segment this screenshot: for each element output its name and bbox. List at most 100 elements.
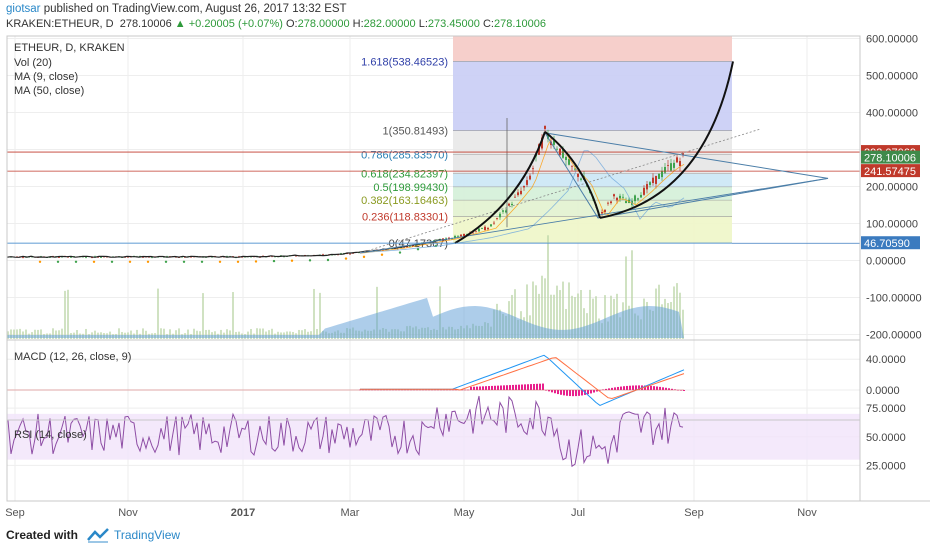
macd-hist-bar [482, 386, 484, 390]
volume-bar [535, 285, 537, 339]
volume-bar [34, 329, 36, 339]
volume-bar [583, 308, 585, 339]
chart-canvas[interactable]: 1.618(538.46523) 1(350.81493) 0.786(285.83… [0, 0, 932, 522]
macd-hist-bar [518, 384, 520, 390]
low-label: L: [418, 18, 428, 30]
macd-hist-bar [488, 386, 490, 390]
volume-bar [679, 292, 681, 339]
macd-hist-bar [611, 387, 613, 390]
macd-hist-bar [560, 390, 562, 395]
macd-hist-bar [542, 383, 544, 390]
signal-dot [38, 260, 42, 263]
macd-hist-bar [557, 390, 559, 395]
price-marker-box [861, 164, 920, 178]
candle-body [541, 137, 543, 149]
volume-bar [319, 292, 321, 339]
macd-hist-bar [506, 385, 508, 390]
candle-body [652, 177, 654, 183]
volume-bar [592, 298, 594, 339]
volume-bar [604, 295, 606, 339]
volume-bar [304, 329, 306, 339]
y-tick-label: 0.00000 [866, 256, 906, 268]
candle-body [502, 210, 504, 212]
candle-body [382, 249, 384, 251]
macd-hist-bar [581, 390, 583, 396]
volume-bar [259, 328, 261, 339]
candle-body [499, 213, 501, 218]
volume-bar [313, 288, 315, 339]
candle-body [568, 159, 570, 165]
candle-body [100, 257, 102, 258]
candle-body [91, 257, 93, 259]
macd-hist-bar [608, 388, 610, 390]
candle-body [457, 235, 459, 237]
volume-bar [160, 328, 162, 339]
signal-dot [92, 260, 96, 263]
candle-body [472, 232, 474, 234]
candle-body [454, 235, 456, 238]
legend-ma9: MA (9, close) [14, 71, 78, 83]
candle-body [634, 195, 636, 202]
signal-dot [362, 255, 366, 259]
y-tick-label: 200.00000 [866, 182, 918, 194]
author-name[interactable]: giotsar [6, 3, 41, 15]
candle-body [70, 256, 72, 258]
volume-bar [562, 281, 564, 339]
candle-body [529, 175, 531, 180]
candle-body [637, 198, 639, 200]
legend-vol: Vol (20) [14, 57, 52, 69]
candle-body [547, 133, 549, 139]
macd-hist-bar [539, 383, 541, 390]
macd-hist-bar [563, 390, 565, 396]
candle-body [670, 163, 672, 171]
y-tick-label: 500.00000 [866, 71, 918, 83]
candle-body [664, 167, 666, 173]
candle-body [241, 256, 243, 258]
volume-bar [202, 293, 204, 339]
volume-bar [37, 329, 39, 339]
candle-body [490, 224, 492, 227]
y-tick-label: 100.00000 [866, 219, 918, 231]
macd-hist-bar [491, 385, 493, 390]
chart-text: ETHEUR, D, KRAKEN Vol (20) MA (9, close)… [14, 42, 131, 441]
tradingview-brand[interactable]: TradingView [114, 528, 181, 542]
candle-body [517, 192, 519, 196]
volume-bar [568, 282, 570, 339]
candle-body [484, 226, 486, 231]
macd-hist-bar [494, 385, 496, 390]
macd-hist-bar [533, 383, 535, 390]
candle-body [643, 187, 645, 195]
x-tick-label: May [454, 507, 475, 519]
macd-y-tick-label: 40.0000 [866, 354, 906, 366]
macd-hist-bar [626, 385, 628, 390]
price-marker-box [861, 236, 920, 250]
candle-body [346, 253, 348, 255]
volume-bars [7, 235, 684, 339]
volume-bar [55, 330, 57, 339]
volume-bar [229, 330, 231, 339]
macd-hist-bar [644, 385, 646, 390]
fib-label: 0.382(163.16463) [361, 195, 448, 207]
tradingview-logo-icon[interactable] [86, 527, 110, 543]
candle-body [250, 256, 252, 258]
candle-body [613, 194, 615, 197]
arc-middle [544, 130, 601, 219]
macd-hist-bar [548, 390, 550, 392]
macd-hist-bar [503, 385, 505, 390]
volume-bar [169, 329, 171, 339]
volume-bar [136, 329, 138, 339]
macd-title: MACD (12, 26, close, 9) [14, 351, 131, 363]
candle-body [181, 256, 183, 258]
volume-bar [547, 235, 549, 339]
volume-bar [130, 330, 132, 339]
macd-hist-bar [617, 386, 619, 390]
volume-bar [118, 328, 120, 339]
candle-body [142, 256, 144, 258]
candle-body [655, 175, 657, 184]
volume-bar [262, 328, 264, 339]
volume-bar [301, 330, 303, 339]
legend-title: ETHEUR, D, KRAKEN [14, 42, 125, 54]
close-value: 278.10006 [493, 18, 546, 30]
candle-body [523, 185, 525, 188]
publish-text: published on TradingView.com, August 26,… [43, 3, 347, 15]
